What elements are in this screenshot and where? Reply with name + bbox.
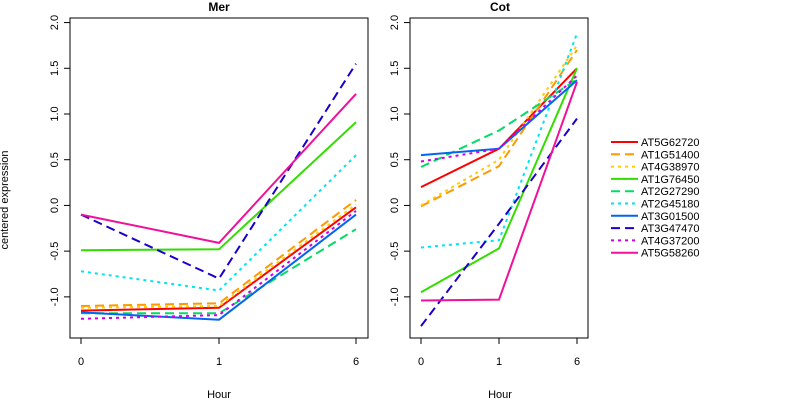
legend-label: AT2G45180 <box>641 199 700 211</box>
legend-label: AT2G27290 <box>641 186 700 198</box>
plot-frame <box>409 17 589 339</box>
series-line-at4g38970 <box>420 44 578 207</box>
x-tick-label: 1 <box>216 356 222 368</box>
series-line-at5g58260 <box>80 93 357 244</box>
series-line-at2g45180 <box>80 154 357 292</box>
x-tick-label: 1 <box>496 356 502 368</box>
legend-label: AT3G47470 <box>641 223 700 235</box>
series-line-at2g27290 <box>81 228 357 315</box>
series-line-at3g47470 <box>80 63 357 280</box>
panel-title-cot: Cot <box>490 0 510 14</box>
legend-label: AT1G51400 <box>641 149 700 161</box>
series-line-at4g37200 <box>420 74 578 163</box>
series-line-at3g01500 <box>80 213 357 321</box>
series-line-at5g58260 <box>420 81 578 302</box>
series-line-at1g76450 <box>420 67 578 294</box>
y-tick-label: 2.0 <box>389 15 401 30</box>
y-tick-label: 1.5 <box>49 61 61 76</box>
legend-label: AT4G38970 <box>641 162 700 174</box>
legend: AT5G62720AT1G51400AT4G38970AT1G76450AT2G… <box>611 137 700 260</box>
series-line-at4g37200 <box>80 210 357 320</box>
legend-label: AT1G76450 <box>641 174 700 186</box>
y-tick-label: -1.0 <box>389 287 401 306</box>
legend-label: AT4G37200 <box>641 235 700 247</box>
x-tick-label: 0 <box>418 356 424 368</box>
x-tick-label: 0 <box>78 356 84 368</box>
y-tick-label: 1.0 <box>49 106 61 121</box>
y-tick-label: 0.0 <box>389 198 401 213</box>
y-tick-label: 0.5 <box>49 152 61 167</box>
x-axis-label-mer: Hour <box>207 389 231 400</box>
y-tick-label: 0.5 <box>389 152 401 167</box>
y-tick-label: 1.5 <box>389 61 401 76</box>
x-tick-label: 6 <box>574 356 580 368</box>
legend-label: AT3G01500 <box>641 211 700 223</box>
x-axis-label-cot: Hour <box>488 389 512 400</box>
legend-label: AT5G62720 <box>641 137 700 149</box>
series-line-at1g51400 <box>420 49 578 208</box>
series-line-at4g38970 <box>80 203 357 309</box>
panel-mer: Mer Hour -1.0 -0.5 0.0 0.5 1.0 1.5 2.0 0 1 6 <box>49 0 369 400</box>
series-line-at2g45180 <box>420 33 578 249</box>
y-tick-label: -1.0 <box>49 287 61 306</box>
y-tick-label: 0.0 <box>49 198 61 213</box>
y-tick-label: -0.5 <box>389 242 401 261</box>
panel-cot: Cot Hour -1.0 -0.5 0.0 0.5 1.0 1.5 2.0 0 1 6 <box>389 0 589 400</box>
legend-label: AT5G58260 <box>641 248 700 260</box>
series-line-at2g27290 <box>420 78 578 168</box>
series-line-at5g62720 <box>80 206 357 312</box>
series-line-at1g51400 <box>80 199 357 307</box>
series-line-at1g76450 <box>80 121 357 252</box>
y-tick-label: 1.0 <box>389 106 401 121</box>
plot-frame <box>69 17 369 339</box>
x-tick-label: 6 <box>353 356 359 368</box>
panel-title-mer: Mer <box>208 0 230 14</box>
y-tick-label: -0.5 <box>49 242 61 261</box>
y-axis-label: centered expression <box>0 150 11 249</box>
y-tick-label: 2.0 <box>49 15 61 30</box>
